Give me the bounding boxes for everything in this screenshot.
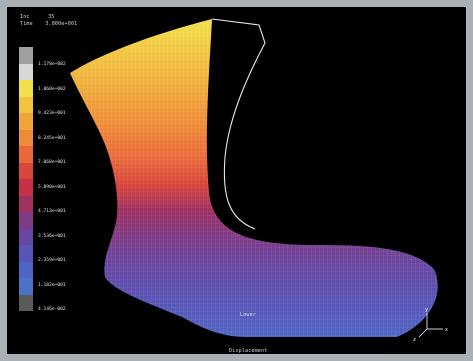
- legend-tick-label: 1.182e+001: [38, 282, 66, 288]
- color-legend: [19, 47, 33, 319]
- axis-triad-icon: x y z: [413, 307, 448, 343]
- legend-tick-label: 3.536e+001: [38, 233, 66, 239]
- legend-tick-label: 5.890e+001: [38, 184, 66, 190]
- legend-tick-label: 8.245e+001: [38, 135, 66, 141]
- legend-tick-label: 7.068e+001: [38, 160, 66, 165]
- increment-readout: Inc 35: [20, 14, 55, 20]
- legend-swatch: [19, 96, 33, 113]
- time-readout: Time 3.000e+001: [20, 21, 77, 27]
- legend-swatch: [19, 80, 33, 97]
- deformed-mesh: x y z: [70, 18, 448, 343]
- increment-label: Inc: [20, 14, 30, 20]
- legend-swatch: [19, 228, 33, 245]
- legend-swatch: [19, 294, 33, 311]
- increment-value: 35: [48, 14, 55, 20]
- legend-swatch: [19, 245, 33, 262]
- legend-swatch: [19, 261, 33, 278]
- legend-tick-label: 4.146e-002: [38, 307, 66, 312]
- legend-tick-label: 9.423e+001: [38, 111, 66, 116]
- legend-swatch: [19, 179, 33, 196]
- time-label: Time: [20, 21, 33, 27]
- legend-tick-label: 2.359e+001: [38, 258, 66, 263]
- view-label: Lower: [240, 312, 257, 318]
- legend-tick-label: 1.060e+002: [38, 86, 66, 92]
- legend-tick-label: 4.713e+001: [38, 209, 66, 214]
- legend-swatch: [19, 162, 33, 179]
- legend-swatch: [19, 195, 33, 212]
- legend-swatch: [19, 113, 33, 130]
- legend-swatch: [19, 212, 33, 229]
- result-label: Displacement: [229, 348, 268, 354]
- time-value: 3.000e+001: [45, 21, 78, 27]
- triad-x-label: x: [445, 327, 448, 333]
- undeformed-outline: [211, 18, 266, 230]
- legend-swatch: [19, 129, 33, 146]
- triad-y-label: y: [425, 307, 428, 313]
- legend-swatch: [19, 146, 33, 163]
- legend-swatch: [19, 47, 33, 64]
- triad-z-label: z: [413, 337, 416, 343]
- legend-tick-label: 1.178e+002: [38, 62, 66, 67]
- mesh-grid: [70, 19, 438, 337]
- legend-swatch: [19, 278, 33, 295]
- legend-swatch: [19, 63, 33, 80]
- fem-viewport[interactable]: Inc 35 Time 3.000e+001 1.178e+002 1.060e+…: [7, 7, 466, 354]
